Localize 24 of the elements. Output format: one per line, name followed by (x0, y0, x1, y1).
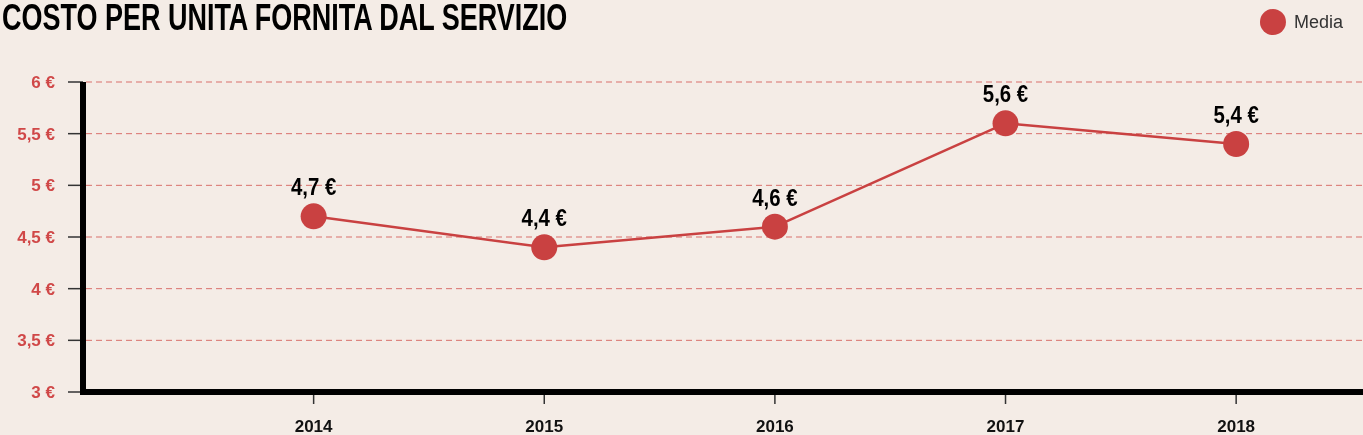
data-label: 5,4 € (1213, 101, 1259, 129)
point (531, 234, 558, 261)
y-tick-label: 4,5 € (17, 227, 56, 247)
data-label: 4,6 € (752, 184, 798, 212)
x-tick-label: 2018 (1217, 416, 1256, 435)
y-tick-label: 6 € (31, 72, 56, 92)
y-tick-label: 5,5 € (17, 124, 56, 144)
legend-label: Media (1293, 12, 1344, 33)
y-tick-label: 4 € (31, 279, 56, 299)
x-tick-label: 2016 (755, 416, 794, 435)
point (300, 203, 327, 230)
x-tick-label: 2015 (525, 416, 564, 435)
data-label: 5,6 € (982, 80, 1029, 108)
point (992, 110, 1019, 137)
chart-title: COSTO PER UNITA FORNITA DAL SERVIZIO (2, 0, 568, 38)
y-tick-label: 3,5 € (17, 331, 56, 351)
y-tick-label: 3 € (31, 382, 56, 402)
point (1223, 131, 1250, 157)
y-tick-label: 5 € (31, 176, 56, 196)
data-label: 4,4 € (521, 204, 567, 232)
x-tick-label: 2014 (294, 416, 334, 435)
point (761, 213, 788, 240)
data-label: 4,7 € (290, 173, 337, 201)
x-tick-label: 2017 (986, 416, 1025, 435)
